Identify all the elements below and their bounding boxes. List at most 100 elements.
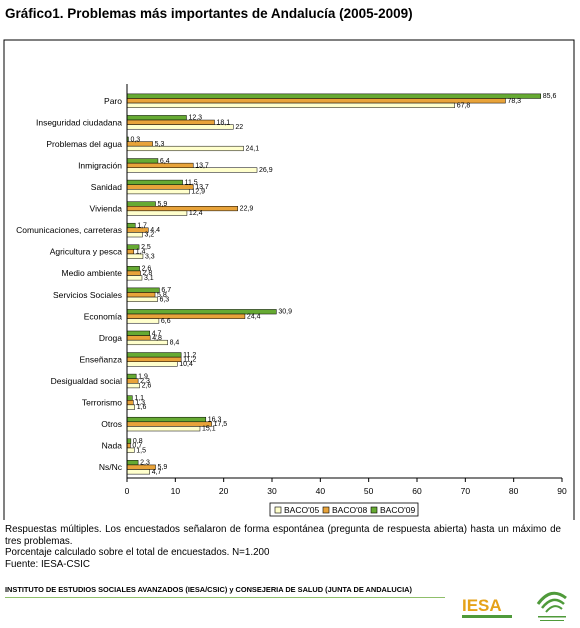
category-label: Medio ambiente <box>62 268 123 278</box>
bar <box>126 335 151 341</box>
data-label: 2,3 <box>140 460 150 467</box>
legend-box <box>269 502 419 517</box>
bar <box>126 426 201 432</box>
data-label: 4,7 <box>152 469 162 476</box>
note-multiple-responses: Respuestas múltiples. Los encuestados se… <box>5 524 561 547</box>
bar <box>126 421 212 427</box>
data-label: 18,1 <box>216 119 230 126</box>
data-label: 3,2 <box>144 232 154 239</box>
bar <box>126 158 159 164</box>
legend-label: BACO'05 <box>284 505 319 515</box>
data-label: 10,4 <box>179 361 193 368</box>
data-label: 4,7 <box>152 330 162 337</box>
data-label: 1,1 <box>134 395 144 402</box>
data-label: 12,4 <box>189 210 203 217</box>
category-label: Servicios Sociales <box>53 290 122 300</box>
category-label: Agricultura y pesca <box>50 247 123 257</box>
data-label: 2,6 <box>142 266 152 273</box>
x-tick-label: 30 <box>267 486 277 496</box>
data-label: 30,9 <box>278 309 292 316</box>
bar <box>126 93 541 99</box>
note-percentage: Porcentaje calculado sobre el total de e… <box>5 547 270 558</box>
data-label: 22,9 <box>240 206 254 213</box>
bar <box>126 361 178 367</box>
bar <box>126 373 137 379</box>
bar <box>126 275 143 281</box>
x-tick-label: 60 <box>412 486 422 496</box>
category-label: Enseñanza <box>79 354 122 364</box>
bar <box>126 296 158 302</box>
bar <box>126 356 182 362</box>
bar <box>126 400 134 406</box>
data-label: 1,7 <box>137 223 147 230</box>
data-label: 11,2 <box>183 356 196 363</box>
data-label: 2,3 <box>140 378 150 385</box>
category-label: Droga <box>99 333 122 343</box>
data-label: 4,4 <box>150 227 160 234</box>
data-label: 5,9 <box>158 201 168 208</box>
data-label: 0,8 <box>133 438 143 445</box>
bar <box>126 189 190 195</box>
legend-swatch <box>274 506 282 514</box>
data-label: 4,8 <box>152 335 162 342</box>
bar <box>126 395 133 401</box>
data-label: 67,8 <box>457 102 471 109</box>
x-tick-label: 70 <box>461 486 471 496</box>
bar <box>126 102 455 108</box>
chart-notes: Respuestas múltiples. Los encuestados se… <box>5 524 561 570</box>
bar <box>126 378 139 384</box>
bar <box>126 330 150 336</box>
footer-rule <box>5 597 445 598</box>
bar <box>126 292 156 298</box>
data-label: 85,6 <box>543 93 557 100</box>
bar <box>126 115 187 121</box>
data-label: 1,6 <box>137 404 147 411</box>
iesa-logo-text: IESA <box>462 596 502 615</box>
x-tick-label: 20 <box>219 486 229 496</box>
bar <box>126 167 258 173</box>
category-label: Vivienda <box>90 204 123 214</box>
bar-chart: Paro 85,6 78,3 67,8 Inseguridad ciudadana 12,… <box>3 39 575 520</box>
category-label: Paro <box>104 96 122 106</box>
bar <box>126 313 246 319</box>
bar <box>126 179 183 185</box>
bar <box>126 222 136 229</box>
bar <box>126 352 182 358</box>
data-label: 0,7 <box>132 443 142 450</box>
bar <box>126 287 160 293</box>
data-label: 24,1 <box>245 145 259 152</box>
x-tick-label: 40 <box>316 486 326 496</box>
category-label: Desigualdad social <box>51 376 122 386</box>
category-label: Otros <box>101 419 122 429</box>
bar <box>126 145 244 152</box>
legend-label: BACO'09 <box>380 505 415 515</box>
data-label: 1,5 <box>136 447 146 454</box>
category-label: Inseguridad ciudadana <box>36 117 122 127</box>
data-label: 2,5 <box>141 244 151 251</box>
data-label: 17,5 <box>214 421 228 428</box>
bar <box>126 270 141 276</box>
bar <box>126 249 135 255</box>
category-label: Inmigración <box>78 160 122 170</box>
legend-swatch <box>370 506 378 514</box>
bar <box>126 210 188 216</box>
data-label: 15,1 <box>202 426 216 433</box>
data-label: 1,4 <box>136 249 146 256</box>
data-label: 24,4 <box>247 313 261 320</box>
data-label: 5,8 <box>157 292 167 299</box>
data-label: 78,3 <box>507 98 521 105</box>
bar <box>126 469 150 475</box>
data-label: 5,9 <box>158 464 168 471</box>
iesa-logo: IESA <box>462 596 512 618</box>
data-label: 12,9 <box>191 189 205 196</box>
x-tick-label: 0 <box>125 486 130 496</box>
data-label: 6,3 <box>159 296 169 303</box>
data-label: 16,3 <box>208 417 222 424</box>
x-tick-label: 80 <box>509 486 519 496</box>
data-label: 11,5 <box>185 179 198 186</box>
data-label: 1,9 <box>138 373 148 380</box>
bar <box>126 443 131 449</box>
data-label: 2,6 <box>142 383 152 390</box>
data-label: 5,3 <box>155 141 165 148</box>
data-label: 11,2 <box>183 352 196 359</box>
